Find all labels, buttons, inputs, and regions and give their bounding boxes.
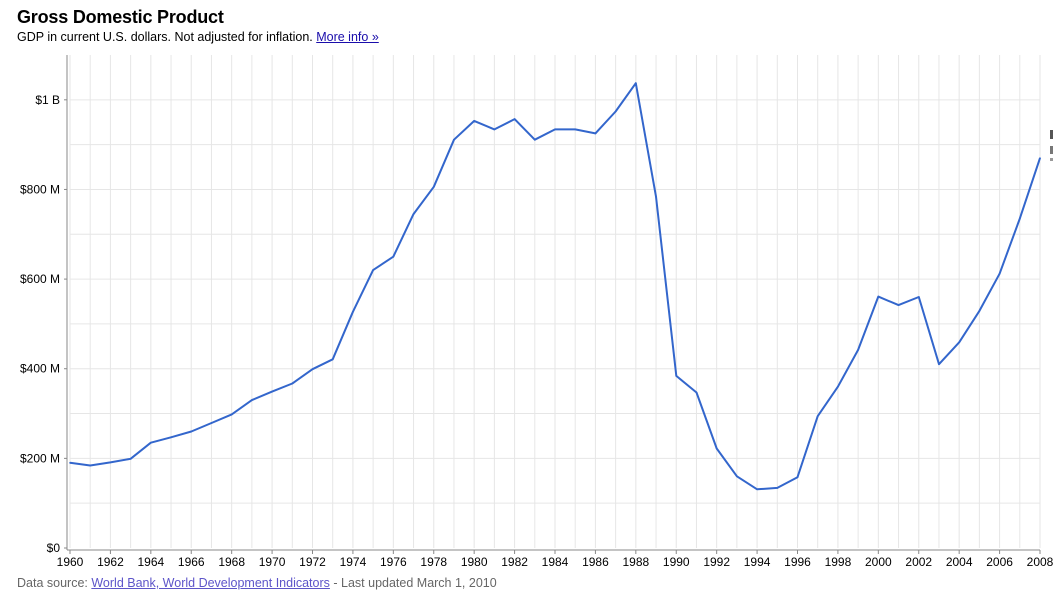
- data-point: [978, 310, 981, 312]
- data-point: [230, 413, 233, 416]
- x-tick-label: 1976: [380, 555, 407, 569]
- x-tick-label: 1992: [703, 555, 730, 569]
- data-point: [635, 82, 637, 85]
- x-tick-label: 1978: [420, 555, 447, 569]
- data-point: [938, 363, 940, 366]
- data-point: [291, 382, 294, 385]
- x-tick-label: 1968: [218, 555, 245, 569]
- data-point: [574, 128, 577, 131]
- data-point: [877, 295, 880, 298]
- data-point: [1039, 157, 1041, 159]
- x-axis-ticks: 1960 1962 1964 1966 1968 1970 1972 1974 1976 1978…: [57, 550, 1053, 569]
- data-point: [210, 422, 213, 424]
- data-source-footer: Data source: World Bank, World Developme…: [17, 576, 497, 590]
- data-point: [533, 138, 536, 141]
- data-point: [89, 464, 92, 467]
- data-point: [736, 475, 738, 478]
- more-info-link[interactable]: More info »: [316, 30, 379, 44]
- data-point: [372, 269, 374, 271]
- data-point: [675, 375, 678, 377]
- data-point: [129, 458, 132, 460]
- data-point: [109, 461, 112, 464]
- data-point: [998, 272, 1001, 275]
- data-point: [917, 296, 920, 298]
- y-tick-label: $1 B: [35, 93, 60, 107]
- data-point: [251, 399, 253, 401]
- data-source-link[interactable]: World Bank, World Development Indicators: [91, 576, 330, 590]
- x-tick-label: 1986: [582, 555, 609, 569]
- data-point: [513, 118, 516, 120]
- data-point: [857, 349, 859, 351]
- data-point: [816, 415, 819, 418]
- x-tick-label: 2006: [986, 555, 1013, 569]
- data-point: [170, 436, 172, 439]
- x-tick-label: 1964: [137, 555, 164, 569]
- data-point: [776, 487, 779, 489]
- x-tick-label: 1982: [501, 555, 528, 569]
- series-group: [69, 82, 1041, 491]
- data-point: [594, 132, 597, 135]
- x-tick-label: 2008: [1027, 555, 1053, 569]
- y-axis-ticks: $0 $200 M $400 M $600 M $800 M $1 B: [20, 93, 67, 555]
- data-point: [331, 358, 334, 361]
- data-point: [796, 476, 799, 478]
- data-point: [311, 368, 314, 370]
- data-point: [150, 441, 152, 444]
- data-point: [432, 185, 435, 188]
- data-point: [453, 138, 455, 141]
- y-tick-label: $0: [47, 541, 61, 555]
- data-point: [554, 128, 556, 131]
- data-point: [715, 447, 718, 450]
- subtitle-text: GDP in current U.S. dollars. Not adjuste…: [17, 30, 313, 44]
- x-tick-label: 1988: [622, 555, 649, 569]
- x-tick-label: 1990: [663, 555, 690, 569]
- y-tick-label: $800 M: [20, 182, 60, 196]
- x-tick-label: 1970: [259, 555, 286, 569]
- x-tick-label: 2002: [905, 555, 932, 569]
- data-point: [837, 385, 839, 388]
- data-point: [412, 213, 415, 215]
- x-tick-label: 1996: [784, 555, 811, 569]
- chart-title: Gross Domestic Product: [17, 7, 224, 27]
- data-point: [1018, 217, 1021, 220]
- x-tick-label: 1974: [340, 555, 367, 569]
- data-point: [493, 128, 496, 131]
- chart-subtitle: GDP in current U.S. dollars. Not adjuste…: [17, 30, 379, 44]
- data-point: [352, 311, 354, 313]
- y-tick-label: $200 M: [20, 451, 60, 465]
- x-tick-label: 1980: [461, 555, 488, 569]
- data-point: [392, 255, 395, 258]
- x-tick-label: 1994: [744, 555, 771, 569]
- data-point: [614, 110, 617, 113]
- data-source-prefix: Data source:: [17, 576, 88, 590]
- data-point: [756, 488, 758, 491]
- x-tick-label: 1960: [57, 555, 84, 569]
- data-point: [655, 195, 657, 198]
- grid-lines: [69, 55, 1041, 548]
- y-tick-label: $400 M: [20, 362, 60, 376]
- x-tick-label: 2004: [946, 555, 973, 569]
- data-point: [271, 390, 273, 393]
- y-tick-label: $600 M: [20, 272, 60, 286]
- x-tick-label: 1972: [299, 555, 326, 569]
- data-point: [190, 430, 193, 433]
- x-tick-label: 1998: [825, 555, 852, 569]
- data-point: [69, 462, 71, 464]
- data-point: [473, 120, 475, 122]
- x-tick-label: 1966: [178, 555, 205, 569]
- clipped-series-label: [1046, 128, 1053, 168]
- x-tick-label: 2000: [865, 555, 892, 569]
- data-point: [897, 304, 900, 306]
- x-tick-label: 1962: [97, 555, 124, 569]
- x-tick-label: 1984: [542, 555, 569, 569]
- last-updated-text: - Last updated March 1, 2010: [333, 576, 497, 590]
- data-point: [695, 391, 698, 394]
- data-point: [958, 341, 960, 344]
